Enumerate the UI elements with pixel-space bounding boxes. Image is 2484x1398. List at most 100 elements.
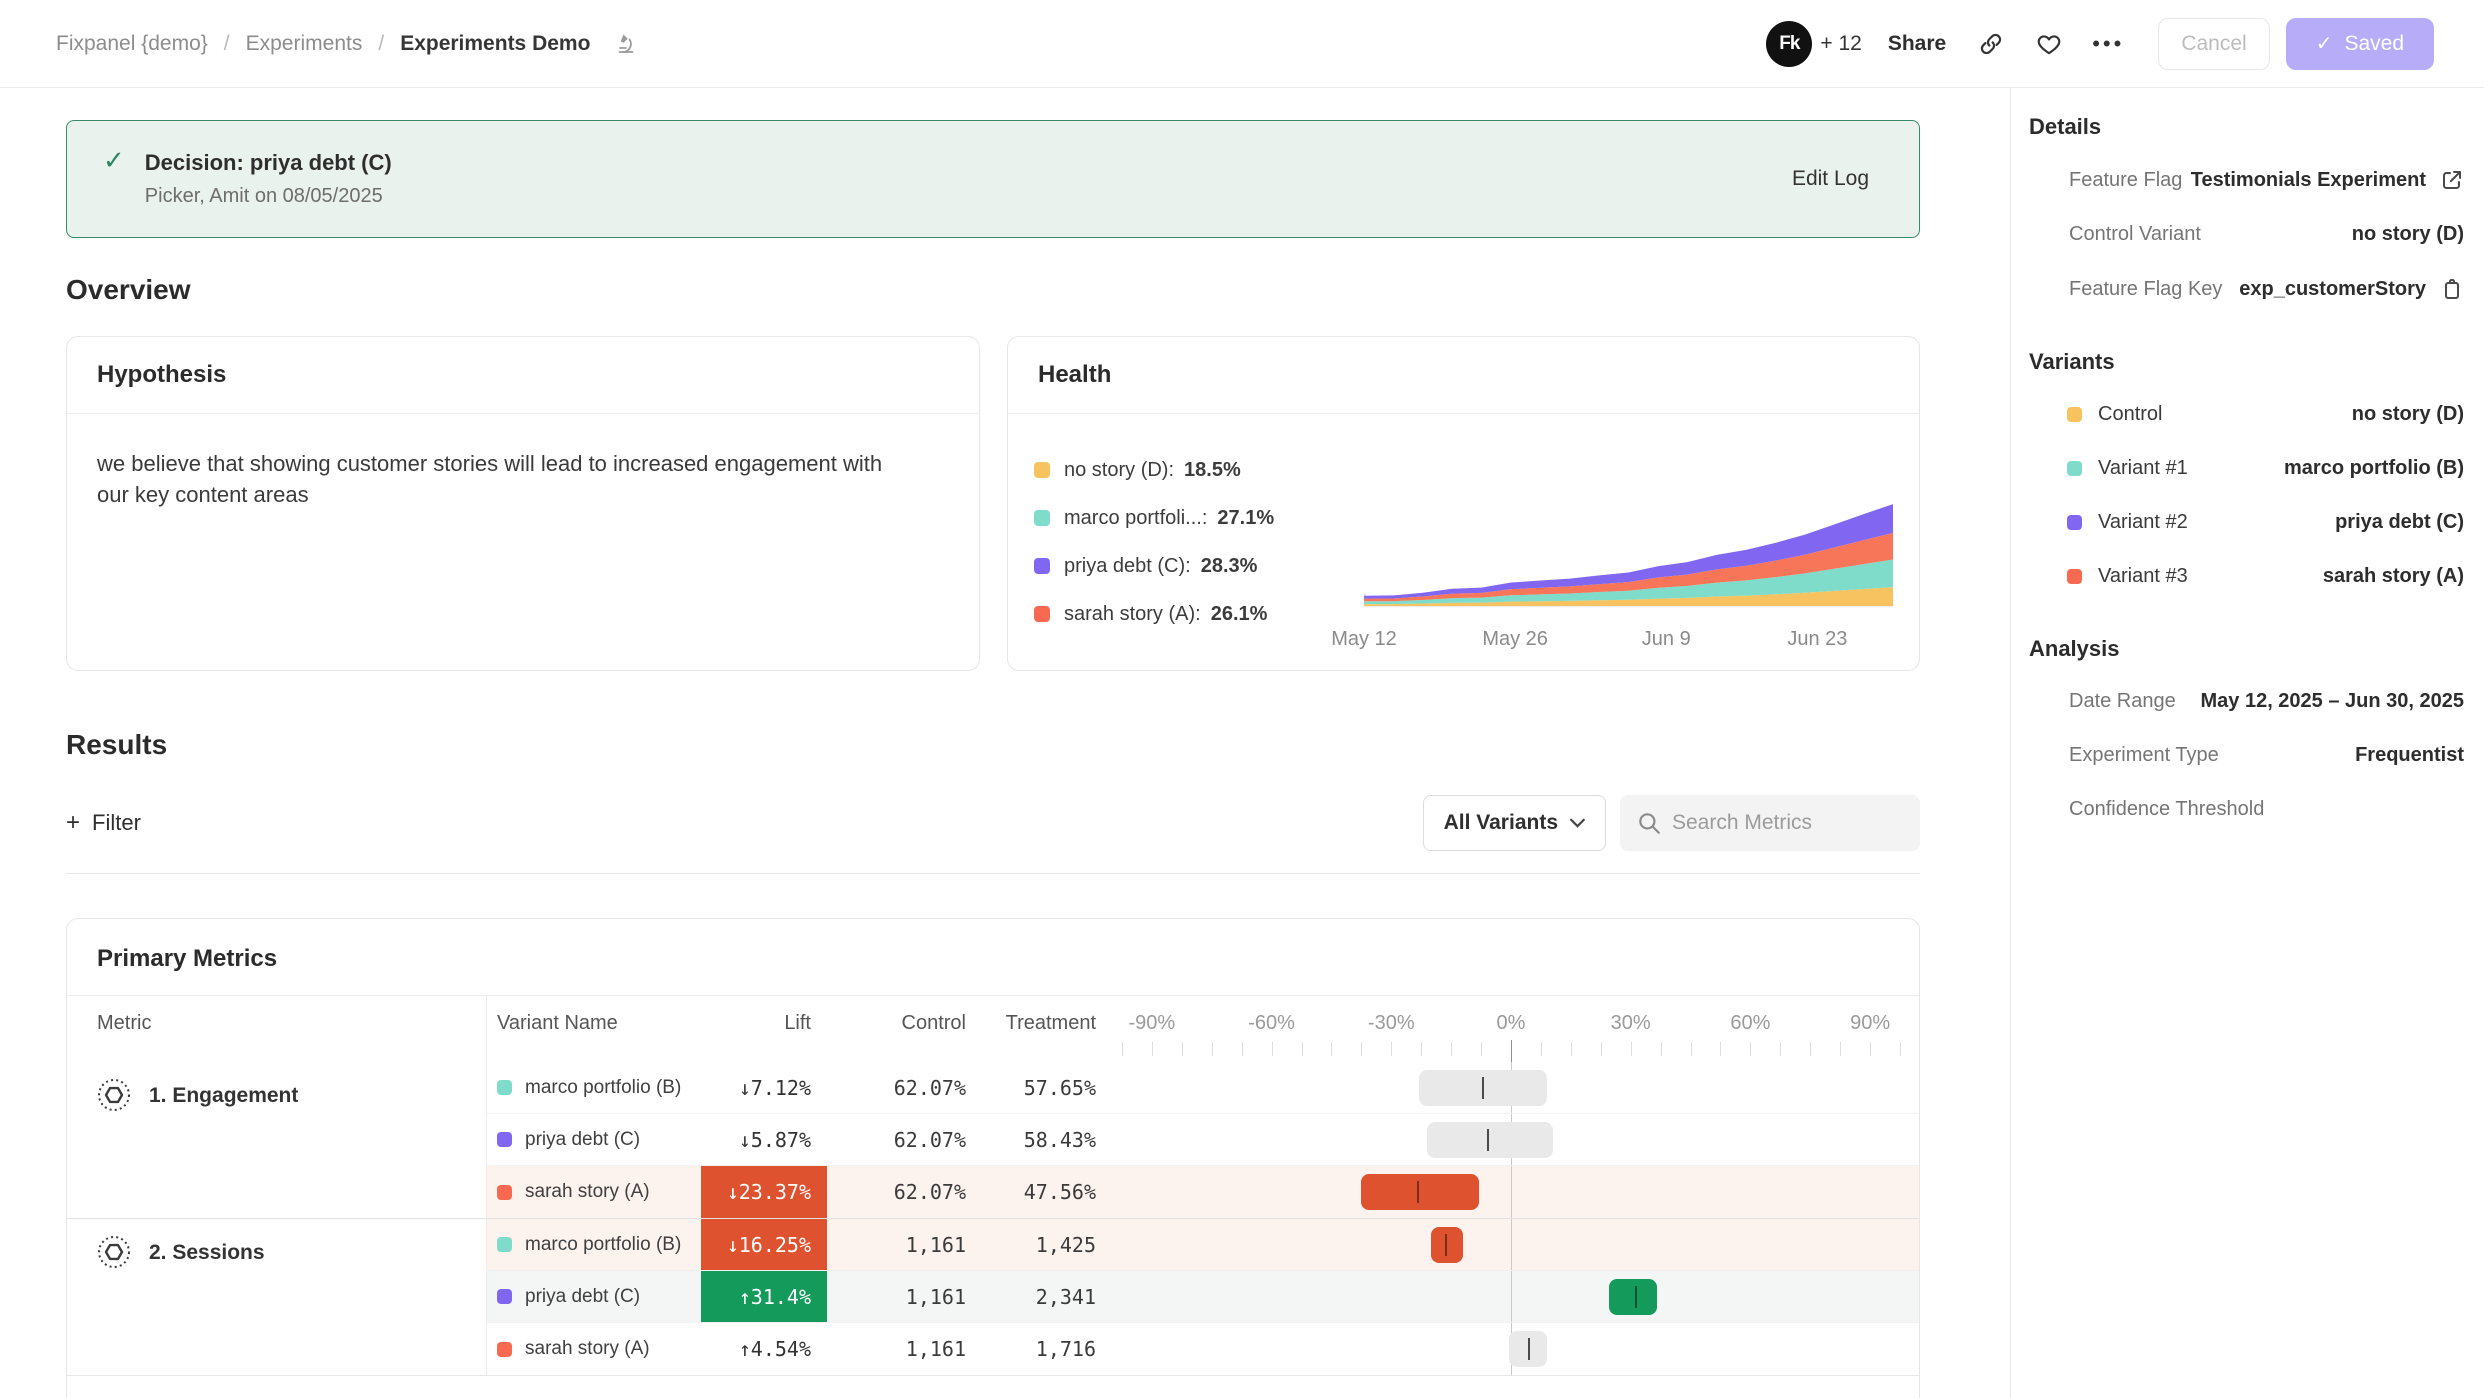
hypothesis-body: we believe that showing customer stories… — [97, 451, 883, 508]
sidebar-row-label: Control Variant — [2069, 223, 2201, 245]
sidebar-row: Variant #1 marco portfolio (B) — [2029, 457, 2464, 480]
search-metrics-box — [1620, 795, 1920, 851]
legend-item[interactable]: sarah story (A): 26.1% — [1034, 590, 1364, 638]
more-menu-button[interactable]: ••• — [2092, 30, 2125, 56]
variant-color-swatch — [497, 1184, 512, 1200]
zero-line — [1510, 1219, 1512, 1270]
ci-axis-minor-tick — [1331, 1042, 1333, 1056]
confidence-interval-bar[interactable] — [1608, 1279, 1657, 1315]
results-heading: Results — [66, 729, 168, 760]
legend-swatch — [1034, 510, 1050, 526]
ci-axis-minor-tick — [1900, 1042, 1902, 1056]
avatar[interactable]: Fk — [1766, 20, 1813, 67]
variants-dropdown-value: All Variants — [1443, 811, 1558, 834]
sidebar-row: Experiment Type Frequentist — [2029, 744, 2464, 767]
microscope-icon — [606, 31, 638, 57]
lift-mean-tick — [1528, 1338, 1531, 1360]
control-value: 1,161 — [905, 1284, 966, 1309]
sidebar-row-value: sarah story (A) — [2322, 565, 2464, 587]
ci-axis-minor-tick — [1810, 1042, 1812, 1056]
metric-variant-row[interactable]: marco portfolio (B) ↓7.12% 62.07% 57.65% — [487, 1062, 1919, 1114]
ci-axis-minor-tick — [1181, 1042, 1183, 1056]
col-header-lift: Lift — [784, 1012, 811, 1034]
sidebar-row-value: priya debt (C) — [2335, 511, 2464, 533]
sidebar-row-value: Testimonials Experiment — [2190, 168, 2426, 191]
confidence-interval-bar[interactable] — [1361, 1174, 1480, 1210]
breadcrumb-separator: / — [378, 31, 385, 55]
variants-dropdown[interactable]: All Variants — [1422, 795, 1606, 851]
confidence-interval-bar[interactable] — [1431, 1227, 1464, 1263]
favorite-heart-icon[interactable] — [2034, 29, 2064, 59]
search-metrics-input[interactable] — [1620, 795, 1920, 851]
legend-item[interactable]: priya debt (C): 28.3% — [1034, 542, 1364, 590]
lift-mean-tick — [1481, 1077, 1484, 1099]
legend-item[interactable]: no story (D): 18.5% — [1034, 446, 1364, 494]
decision-banner: ✓ Decision: priya debt (C) Picker, Amit … — [66, 120, 1920, 238]
chart-x-tick-label: Jun 23 — [1787, 628, 1848, 650]
metric-variant-row[interactable]: priya debt (C) ↑31.4% 1,161 2,341 — [487, 1271, 1919, 1323]
legend-item[interactable]: marco portfoli...: 27.1% — [1034, 494, 1364, 542]
ci-axis-minor-tick — [1451, 1042, 1453, 1056]
chevron-down-icon — [1570, 818, 1585, 828]
share-button[interactable]: Share — [1887, 31, 1947, 55]
copy-icon[interactable] — [2440, 277, 2464, 301]
variant-name-cell: priya debt (C) — [487, 1114, 701, 1165]
metric-target-icon — [98, 1079, 130, 1111]
legend-label: sarah story (A): — [1064, 602, 1201, 625]
ci-axis-minor-tick — [1750, 1042, 1752, 1056]
lift-mean-tick — [1416, 1181, 1419, 1203]
treatment-value: 47.56% — [1023, 1180, 1096, 1204]
metric-name: 2. Sessions — [149, 1241, 265, 1264]
hypothesis-card: Hypothesis we believe that showing custo… — [66, 336, 980, 671]
collaborator-count[interactable]: + 12 — [1820, 31, 1862, 55]
sidebar-row-label: Date Range — [2069, 690, 2176, 712]
ci-axis-minor-tick — [1301, 1042, 1303, 1056]
add-filter-button[interactable]: + Filter — [66, 809, 141, 836]
metric-name: 1. Engagement — [149, 1084, 299, 1107]
col-header-variant: Variant Name — [497, 1012, 618, 1034]
variant-name-cell: priya debt (C) — [487, 1271, 701, 1322]
sidebar-row-value: no story (D) — [2351, 223, 2464, 245]
breadcrumb-project[interactable]: Fixpanel {demo} — [56, 31, 208, 55]
zero-line — [1510, 1271, 1512, 1322]
variant-color-swatch — [497, 1132, 512, 1147]
search-icon — [1639, 813, 1660, 834]
confidence-interval-bar[interactable] — [1427, 1122, 1553, 1158]
lift-mean-tick — [1486, 1129, 1489, 1151]
metric-variant-row[interactable]: sarah story (A) ↓23.37% 62.07% 47.56% — [487, 1166, 1919, 1218]
link-icon[interactable] — [1976, 29, 2006, 59]
ci-axis-minor-tick — [1870, 1042, 1872, 1056]
lift-mean-tick — [1635, 1286, 1638, 1308]
edit-log-button[interactable]: Edit Log — [1791, 167, 1869, 190]
metrics-table-header: Metric Variant Name Lift Control Treatme… — [67, 996, 1919, 1062]
add-metric-button[interactable]: + Add — [67, 1375, 1919, 1398]
metric-variant-row[interactable]: marco portfolio (B) ↓16.25% 1,161 1,425 — [487, 1219, 1919, 1271]
saved-button[interactable]: ✓ Saved — [2285, 17, 2434, 70]
zero-line — [1510, 1166, 1512, 1218]
ci-axis-tick-label: 30% — [1610, 1012, 1651, 1034]
metric-variant-row[interactable]: sarah story (A) ↑4.54% 1,161 1,716 — [487, 1323, 1919, 1375]
ci-axis-tick-label: -90% — [1128, 1012, 1176, 1034]
legend-value: 26.1% — [1210, 602, 1268, 625]
metric-group: 2. Sessions marco portfolio (B) ↓16.25% 1,1… — [67, 1218, 1919, 1375]
ci-axis-minor-tick — [1720, 1042, 1722, 1056]
ci-axis-minor-tick — [1660, 1042, 1662, 1056]
variant-name: sarah story (A) — [525, 1181, 650, 1202]
metric-cell[interactable]: 2. Sessions — [67, 1219, 487, 1375]
analysis-heading: Analysis — [2029, 636, 2120, 661]
treatment-value: 1,425 — [1035, 1232, 1096, 1257]
lift-mean-tick — [1445, 1234, 1448, 1256]
breadcrumb-experiments[interactable]: Experiments — [245, 31, 363, 55]
control-value: 62.07% — [893, 1180, 966, 1204]
metric-variant-row[interactable]: priya debt (C) ↓5.87% 62.07% 58.43% — [487, 1114, 1919, 1166]
details-heading: Details — [2029, 114, 2102, 139]
confidence-interval-bar[interactable] — [1508, 1331, 1547, 1367]
metric-cell[interactable]: 1. Engagement — [67, 1062, 487, 1218]
legend-value: 18.5% — [1184, 458, 1241, 481]
ci-axis-minor-tick — [1481, 1042, 1483, 1056]
sidebar-row-label: Variant #2 — [2098, 511, 2188, 533]
ci-axis-minor-tick — [1570, 1042, 1572, 1056]
cancel-button[interactable]: Cancel — [2158, 17, 2270, 70]
external-link-icon[interactable] — [2440, 168, 2464, 192]
breadcrumb: Fixpanel {demo} / Experiments / Experime… — [56, 31, 638, 57]
